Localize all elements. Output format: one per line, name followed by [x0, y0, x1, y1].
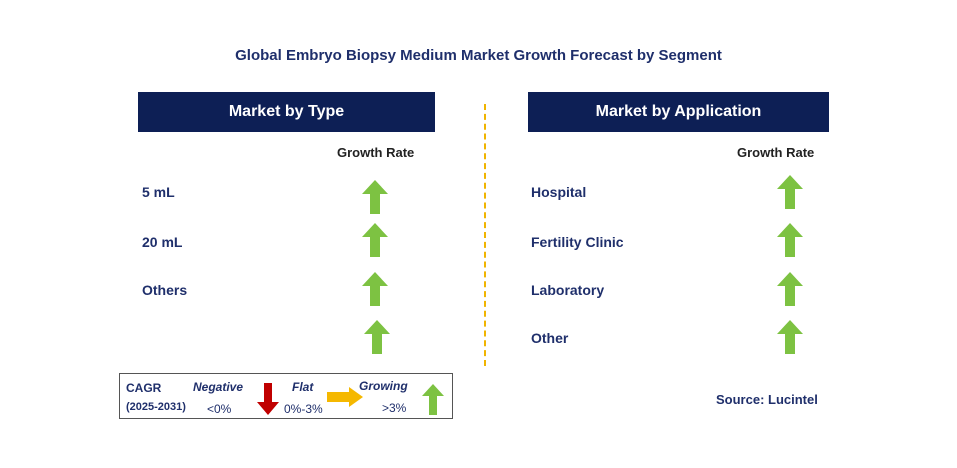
legend-growing-label: Growing [359, 379, 408, 393]
panel-divider [484, 104, 486, 366]
legend-negative-range: <0% [207, 402, 232, 416]
right-arrow-icon [327, 387, 363, 407]
cagr-legend: CAGR (2025-2031) Negative <0% Flat 0%-3%… [119, 373, 453, 419]
type-row-label-3: Others [142, 282, 188, 298]
up-arrow-icon [777, 223, 803, 257]
application-row-label-4: Other [531, 330, 569, 346]
up-arrow-icon [362, 223, 388, 257]
type-row-label-2: 20 mL [142, 234, 183, 250]
application-row-label-2: Fertility Clinic [531, 234, 624, 250]
application-row-label-3: Laboratory [531, 282, 605, 298]
up-arrow-icon [362, 272, 388, 306]
legend-cagr-label: CAGR [126, 381, 162, 395]
up-arrow-icon [777, 272, 803, 306]
market-by-type-title: Market by Type [228, 103, 345, 120]
right-growth-rate-label: Growth Rate [737, 145, 815, 160]
legend-flat-label: Flat [292, 380, 314, 394]
down-arrow-icon [257, 383, 279, 415]
application-row-label-1: Hospital [531, 184, 587, 200]
up-arrow-icon [777, 175, 803, 209]
type-row-label-1: 5 mL [142, 184, 175, 200]
market-by-type-header: Market by Type [138, 92, 435, 132]
legend-period: (2025-2031) [126, 401, 186, 413]
up-arrow-icon [422, 384, 444, 415]
up-arrow-icon [777, 320, 803, 354]
up-arrow-icon [364, 320, 390, 354]
legend-growing-range: >3% [382, 401, 407, 415]
page-title: Global Embryo Biopsy Medium Market Growt… [235, 47, 722, 64]
legend-negative-label: Negative [193, 380, 244, 394]
market-by-application-title: Market by Application [595, 103, 762, 120]
market-by-application-header: Market by Application [528, 92, 829, 132]
source-note: Source: Lucintel [716, 392, 818, 407]
left-growth-rate-label: Growth Rate [337, 145, 415, 160]
up-arrow-icon [362, 180, 388, 214]
legend-flat-range: 0%-3% [284, 402, 323, 416]
